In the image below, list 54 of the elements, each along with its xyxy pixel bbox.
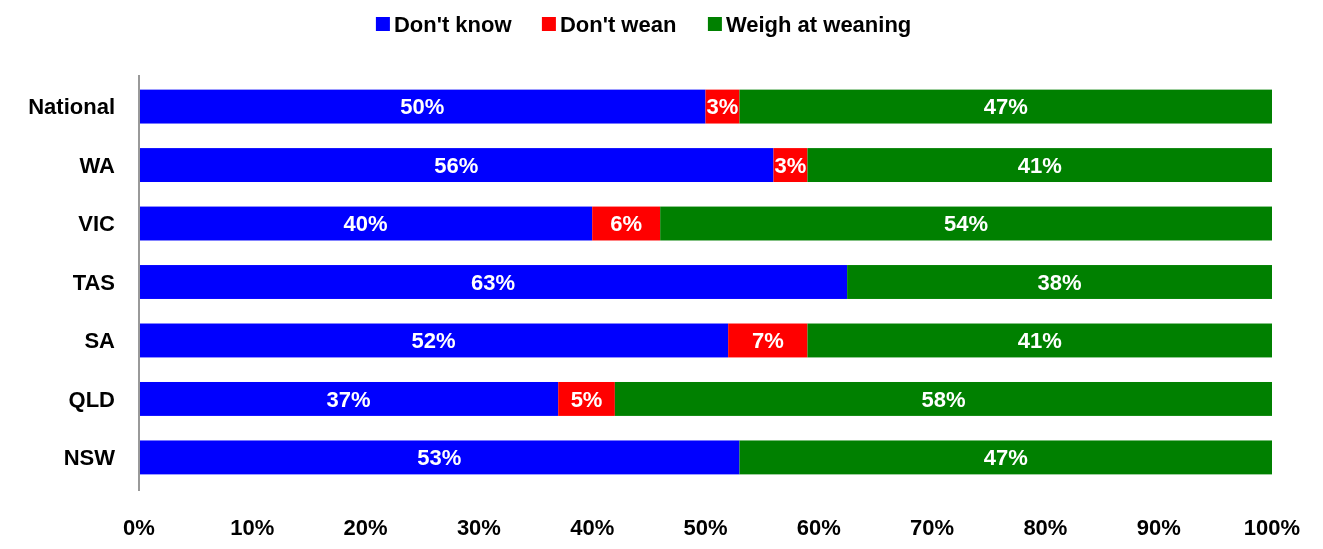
y-tick-label: TAS <box>72 269 115 295</box>
legend-label: Weigh at weaning <box>725 11 912 37</box>
x-tick-label: 50% <box>683 515 728 540</box>
bar <box>139 265 848 299</box>
y-tick-label: NSW <box>63 445 116 471</box>
data-label: 40% <box>343 211 388 237</box>
bar <box>139 206 593 241</box>
x-tick-label: 60% <box>796 515 841 540</box>
data-label: 38% <box>1037 269 1082 295</box>
bar <box>660 206 1272 241</box>
bar <box>807 323 1272 358</box>
bar <box>139 148 774 183</box>
data-label: 7% <box>751 328 784 354</box>
x-tick-label: 100% <box>1243 515 1301 540</box>
data-label: 5% <box>570 386 603 412</box>
data-label: 52% <box>411 328 456 354</box>
y-tick-label: National <box>28 94 115 120</box>
data-label: 47% <box>983 445 1028 471</box>
data-label: 47% <box>983 94 1028 120</box>
x-tick-label: 70% <box>910 515 955 540</box>
bar <box>139 440 740 475</box>
bar <box>807 148 1272 183</box>
bar <box>739 89 1272 124</box>
x-tick-label: 80% <box>1023 515 1068 540</box>
data-label: 41% <box>1017 152 1062 178</box>
data-label: 41% <box>1017 328 1062 354</box>
data-label: 58% <box>921 386 966 412</box>
x-tick-label: 30% <box>456 515 501 540</box>
x-tick-label: 0% <box>123 515 155 540</box>
data-label: 37% <box>326 386 371 412</box>
y-tick-label: SA <box>84 328 116 354</box>
legend-label: Don't wean <box>559 11 677 37</box>
data-label: 3% <box>706 94 739 120</box>
data-label: 53% <box>417 445 462 471</box>
x-tick-label: 40% <box>570 515 615 540</box>
data-label: 6% <box>610 211 643 237</box>
y-tick-label: QLD <box>68 386 115 412</box>
data-label: 54% <box>944 211 989 237</box>
bar <box>614 381 1272 416</box>
bar <box>139 323 729 358</box>
bar <box>139 381 559 416</box>
data-label: 50% <box>400 94 445 120</box>
bar <box>139 89 706 124</box>
data-label: 63% <box>471 269 516 295</box>
y-tick-label: WA <box>79 152 116 178</box>
bar <box>847 265 1272 299</box>
data-label: 3% <box>774 152 807 178</box>
bar <box>739 440 1272 475</box>
x-tick-label: 90% <box>1136 515 1181 540</box>
x-tick-label: 10% <box>230 515 275 540</box>
legend-label: Don't know <box>393 11 513 37</box>
x-tick-label: 20% <box>343 515 388 540</box>
y-tick-label: VIC <box>78 211 116 237</box>
data-label: 56% <box>434 152 479 178</box>
